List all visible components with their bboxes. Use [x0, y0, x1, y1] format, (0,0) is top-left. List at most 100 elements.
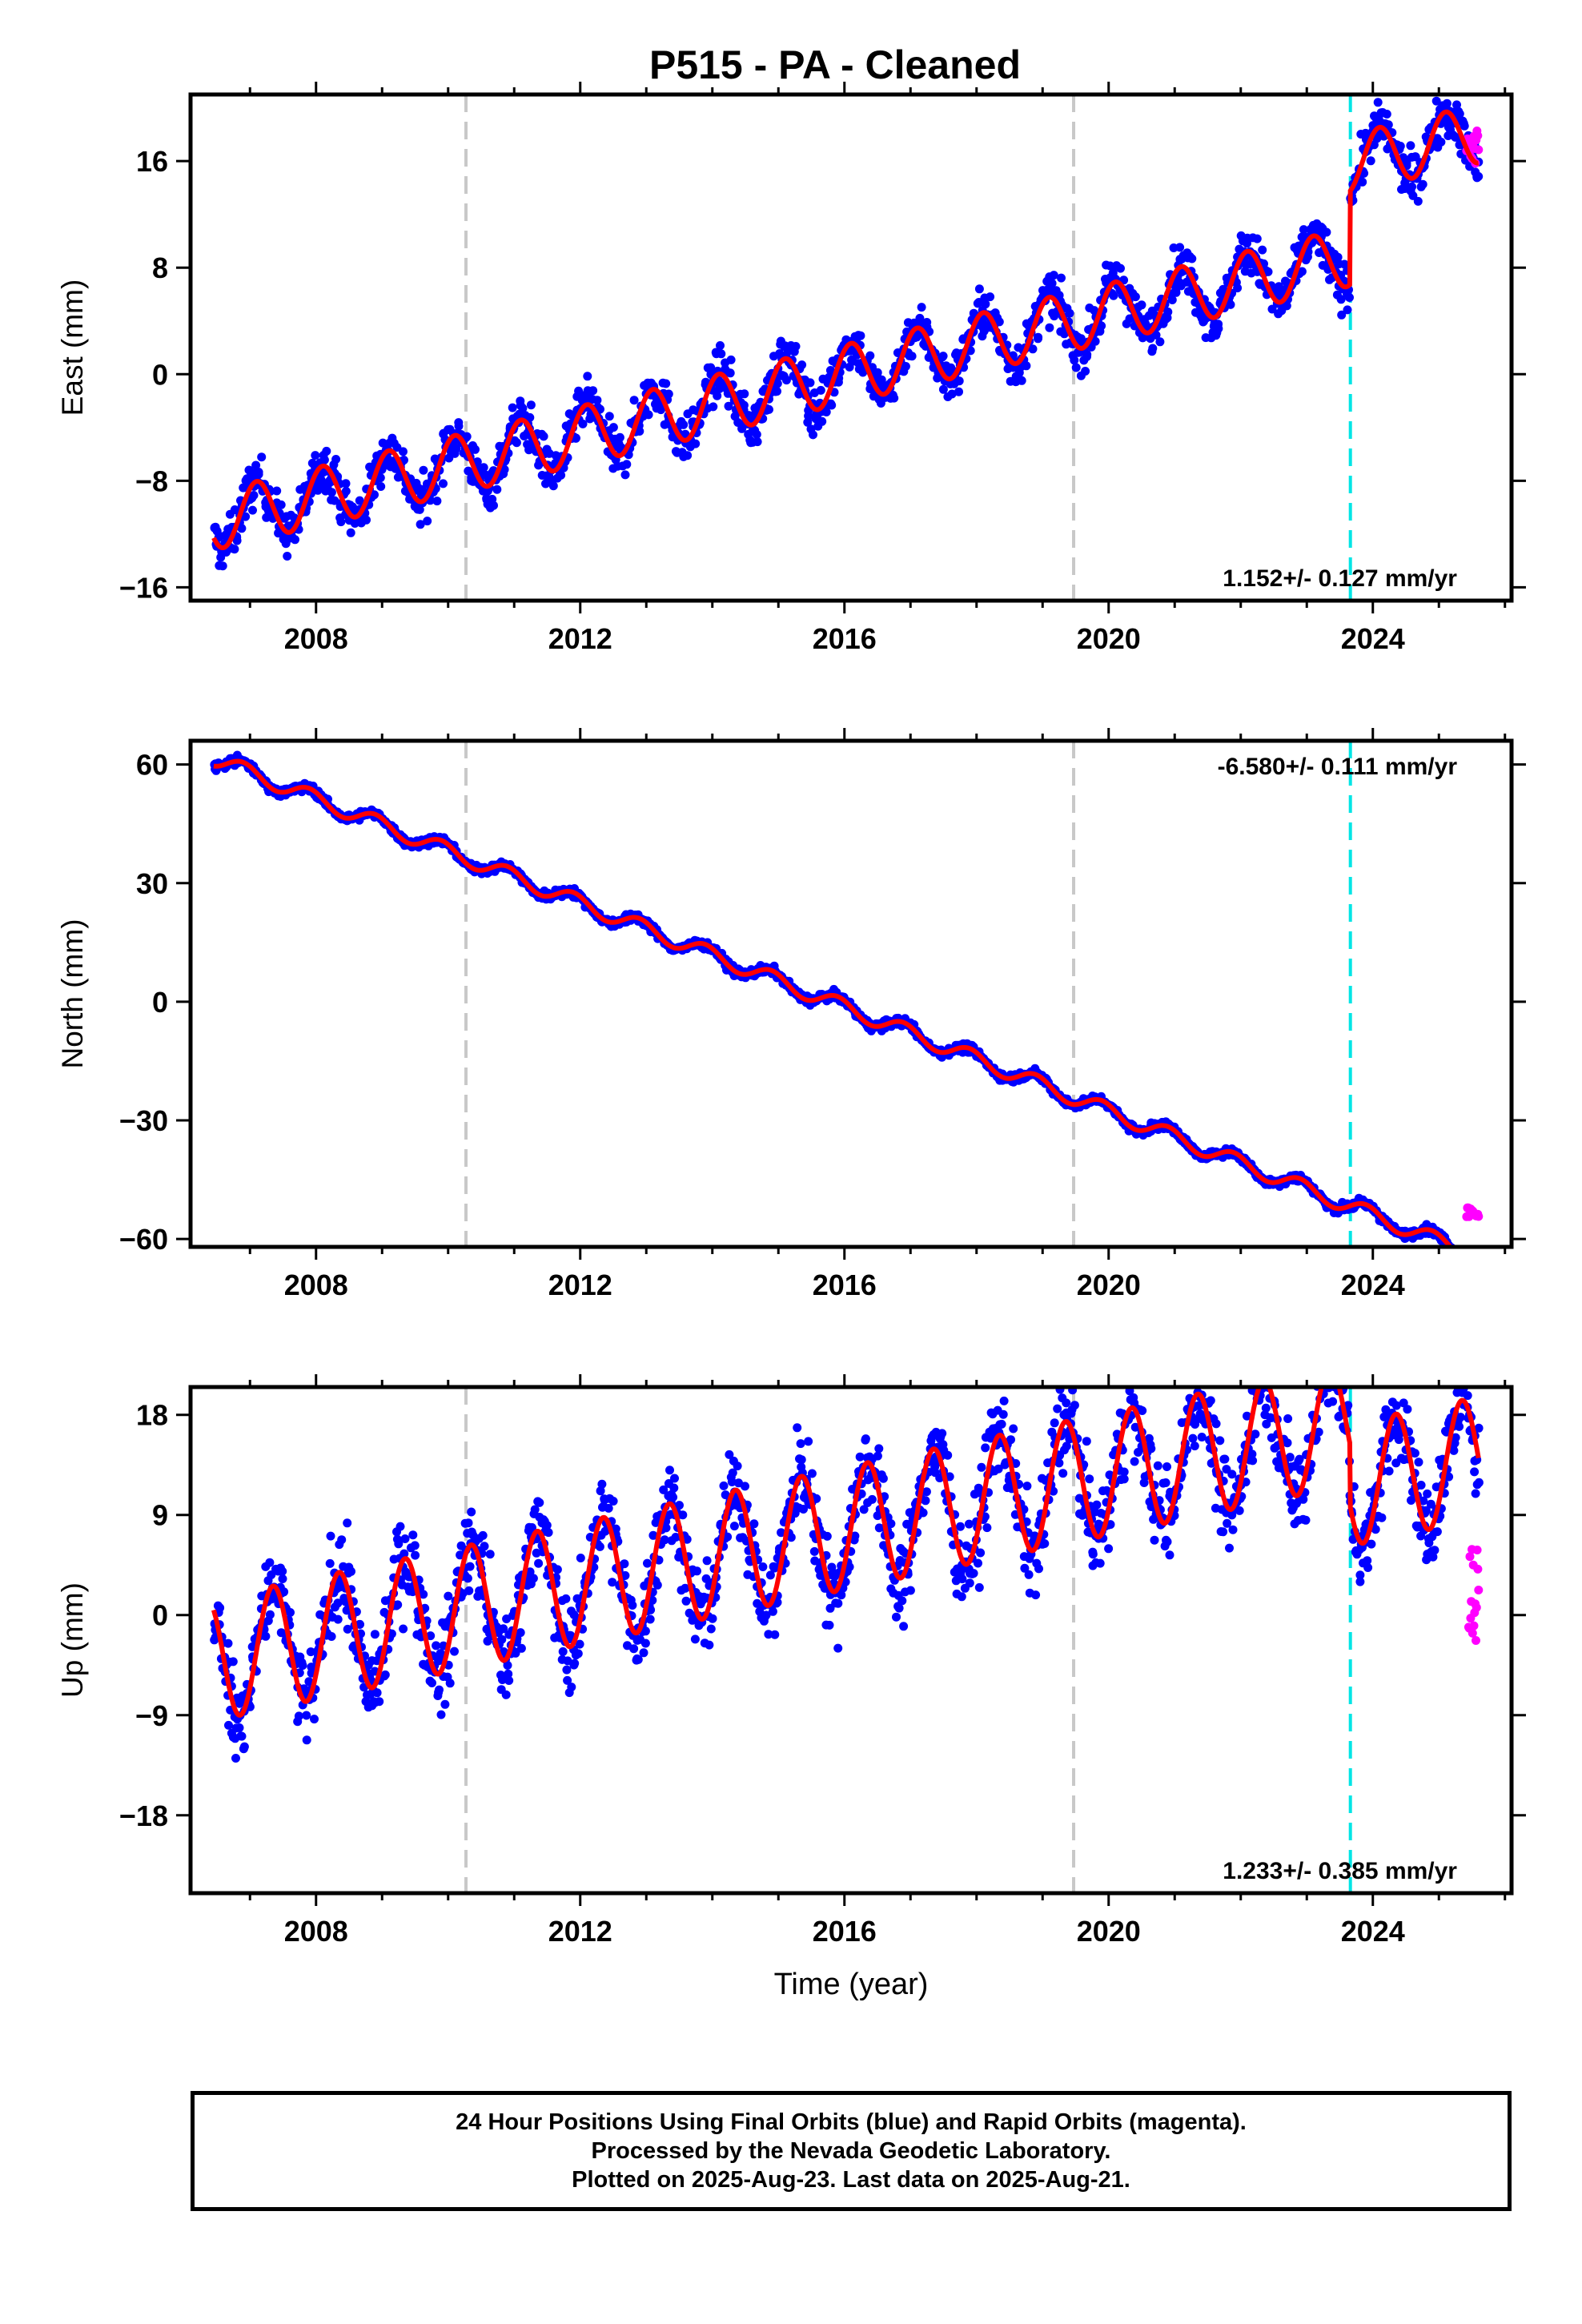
final-orbit-point — [552, 1565, 562, 1574]
final-orbit-point — [1104, 1544, 1114, 1554]
final-orbit-point — [463, 1574, 472, 1583]
final-orbit-point — [375, 473, 385, 483]
final-orbit-point — [1464, 1255, 1472, 1264]
final-orbit-point — [999, 1396, 1009, 1405]
final-orbit-point — [1458, 1252, 1467, 1261]
final-orbit-point — [327, 488, 336, 497]
final-orbit-point — [1297, 267, 1307, 276]
final-orbit-point — [561, 1594, 571, 1603]
final-orbit-point — [793, 1423, 802, 1433]
final-orbit-point — [1461, 1258, 1470, 1267]
final-orbit-point — [230, 545, 239, 554]
rate-label: 1.152+/- 0.127 mm/yr — [1223, 565, 1457, 592]
final-orbit-point — [1461, 1255, 1470, 1264]
final-orbit-point — [706, 363, 716, 372]
final-orbit-point — [1066, 1409, 1076, 1418]
final-orbit-point — [1233, 283, 1243, 293]
final-orbit-point — [1470, 1253, 1479, 1262]
final-orbit-point — [276, 500, 286, 509]
final-orbit-point — [628, 1601, 637, 1610]
final-orbit-point — [426, 1631, 436, 1641]
final-orbit-point — [781, 376, 791, 385]
final-orbit-point — [681, 1596, 691, 1606]
final-orbit-point — [1028, 344, 1038, 354]
final-orbit-point — [595, 1542, 604, 1551]
final-orbit-point — [1474, 171, 1484, 181]
final-orbit-point — [261, 1631, 271, 1641]
rapid-orbit-point — [1474, 145, 1484, 155]
final-orbit-point — [445, 1679, 455, 1688]
final-orbit-point — [1456, 1252, 1464, 1261]
final-orbit-point — [816, 385, 825, 395]
final-orbit-point — [894, 1603, 904, 1613]
final-orbit-point — [976, 1548, 986, 1558]
final-orbit-point — [1162, 1537, 1172, 1546]
final-orbit-point — [237, 1731, 247, 1741]
final-orbit-point — [1460, 121, 1469, 131]
final-orbit-point — [436, 1710, 446, 1719]
final-orbit-point — [809, 430, 817, 440]
final-orbit-point — [1465, 1256, 1474, 1265]
final-orbit-point — [528, 1523, 536, 1532]
final-orbit-point — [1082, 350, 1092, 360]
final-orbit-point — [499, 1624, 508, 1634]
x-tick-label: 2012 — [548, 1269, 612, 1301]
final-orbit-point — [337, 1535, 347, 1545]
final-orbit-point — [1345, 293, 1354, 302]
final-orbit-point — [467, 1507, 476, 1517]
final-orbit-point — [1467, 1259, 1476, 1268]
final-orbit-point — [608, 1578, 617, 1587]
x-tick-label: 2008 — [284, 622, 348, 655]
final-orbit-point — [717, 349, 726, 359]
final-orbit-point — [396, 1522, 405, 1531]
final-orbit-point — [770, 1630, 780, 1639]
final-orbit-point — [708, 1614, 717, 1623]
final-orbit-point — [727, 1478, 737, 1486]
final-orbit-point — [1022, 1482, 1032, 1491]
final-orbit-point — [452, 444, 461, 454]
y-tick-label: 30 — [136, 867, 168, 900]
final-orbit-point — [439, 479, 448, 489]
final-orbit-point — [812, 1494, 821, 1503]
final-orbit-point — [544, 1528, 553, 1538]
final-orbit-point — [1457, 1252, 1466, 1261]
final-orbit-point — [633, 1655, 643, 1664]
final-orbit-point — [945, 1472, 954, 1482]
final-orbit-point — [1252, 234, 1262, 243]
final-orbit-point — [575, 1639, 584, 1649]
final-orbit-point — [578, 419, 588, 428]
final-orbit-point — [478, 1530, 488, 1540]
final-orbit-point — [370, 1630, 379, 1639]
final-orbit-point — [504, 1669, 513, 1679]
final-orbit-point — [728, 1468, 737, 1478]
final-orbit-point — [917, 303, 926, 312]
final-orbit-point — [588, 386, 598, 396]
final-orbit-point — [1431, 96, 1441, 106]
final-orbit-point — [943, 1450, 953, 1460]
final-orbit-point — [907, 352, 917, 361]
x-tick-label: 2020 — [1077, 1269, 1141, 1301]
final-orbit-point — [1137, 300, 1146, 310]
final-orbit-point — [821, 408, 831, 416]
final-orbit-point — [1406, 141, 1415, 151]
final-orbit-point — [1070, 1401, 1079, 1410]
final-orbit-point — [648, 1530, 658, 1540]
final-orbit-point — [966, 346, 975, 356]
final-orbit-point — [701, 1574, 711, 1583]
y-axis-label: East (mm) — [56, 279, 89, 416]
final-orbit-point — [905, 1586, 915, 1595]
final-orbit-point — [1450, 1248, 1459, 1257]
final-orbit-point — [1258, 245, 1267, 255]
final-orbit-point — [516, 1628, 525, 1638]
final-orbit-point — [833, 377, 843, 387]
final-orbit-point — [725, 368, 735, 378]
x-tick-label: 2008 — [284, 1269, 348, 1301]
final-orbit-point — [526, 400, 536, 410]
final-orbit-point — [964, 1519, 974, 1529]
final-orbit-point — [886, 1519, 896, 1529]
final-orbit-point — [1454, 1256, 1463, 1265]
final-orbit-point — [611, 1524, 620, 1534]
final-orbit-point — [1463, 1257, 1472, 1266]
